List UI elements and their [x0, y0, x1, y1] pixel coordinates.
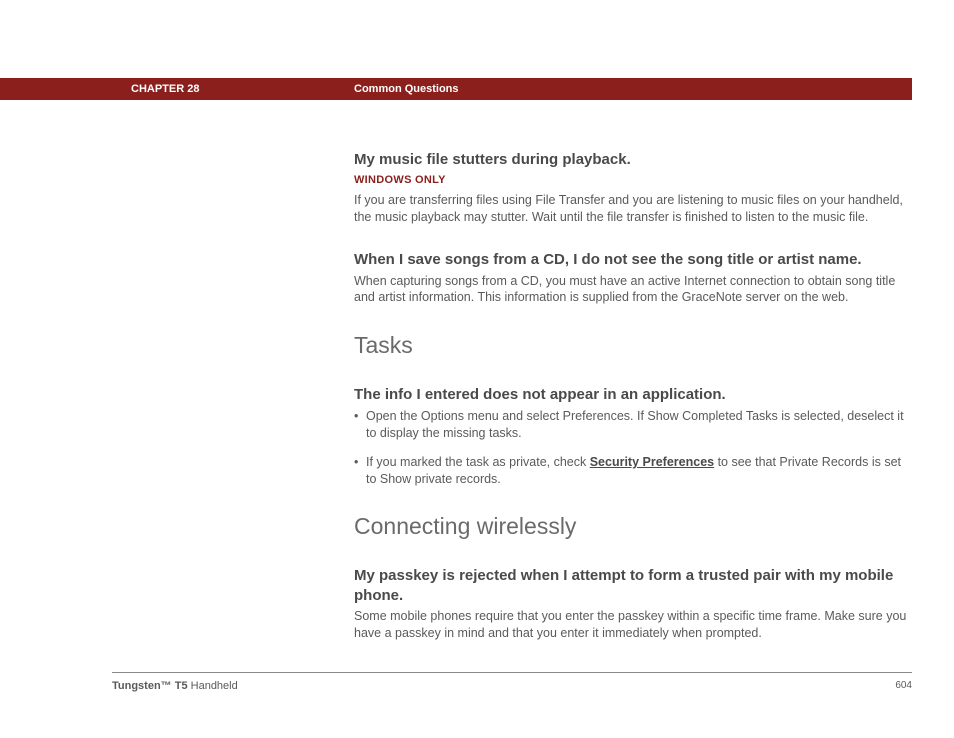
q3-bullet1-text: Open the Options menu and select Prefere…: [366, 408, 910, 442]
q3-title: The info I entered does not appear in an…: [354, 385, 910, 405]
q4-title: My passkey is rejected when I attempt to…: [354, 566, 910, 605]
question-block-4: My passkey is rejected when I attempt to…: [354, 566, 910, 642]
page-footer: Tungsten™ T5 Handheld 604: [112, 680, 912, 692]
q3-bullet-1: • Open the Options menu and select Prefe…: [354, 408, 910, 442]
connecting-heading: Connecting wirelessly: [354, 511, 910, 542]
bullet-mark: •: [354, 454, 366, 488]
q4-body: Some mobile phones require that you ente…: [354, 608, 910, 642]
q1-body: If you are transferring files using File…: [354, 192, 910, 226]
windows-only-tag: WINDOWS ONLY: [354, 173, 910, 188]
page-number: 604: [895, 680, 912, 692]
chapter-header-bar: CHAPTER 28 Common Questions: [0, 78, 912, 100]
question-block-3: The info I entered does not appear in an…: [354, 385, 910, 487]
question-block-2: When I save songs from a CD, I do not se…: [354, 250, 910, 306]
q1-title: My music file stutters during playback.: [354, 150, 910, 170]
q3-bullet2-pre: If you marked the task as private, check: [366, 455, 590, 469]
question-block-1: My music file stutters during playback. …: [354, 150, 910, 226]
product-bold: Tungsten™ T5: [112, 680, 188, 692]
page-content: My music file stutters during playback. …: [354, 150, 910, 666]
chapter-label: CHAPTER 28: [131, 83, 199, 95]
product-rest: Handheld: [188, 680, 238, 692]
q2-body: When capturing songs from a CD, you must…: [354, 273, 910, 307]
section-label: Common Questions: [354, 83, 459, 95]
q3-bullet2-text: If you marked the task as private, check…: [366, 454, 910, 488]
q3-bullet-2: • If you marked the task as private, che…: [354, 454, 910, 488]
bullet-mark: •: [354, 408, 366, 442]
q2-title: When I save songs from a CD, I do not se…: [354, 250, 910, 270]
product-name: Tungsten™ T5 Handheld: [112, 680, 238, 692]
security-preferences-link[interactable]: Security Preferences: [590, 455, 714, 469]
tasks-heading: Tasks: [354, 330, 910, 361]
footer-rule: [112, 672, 912, 673]
